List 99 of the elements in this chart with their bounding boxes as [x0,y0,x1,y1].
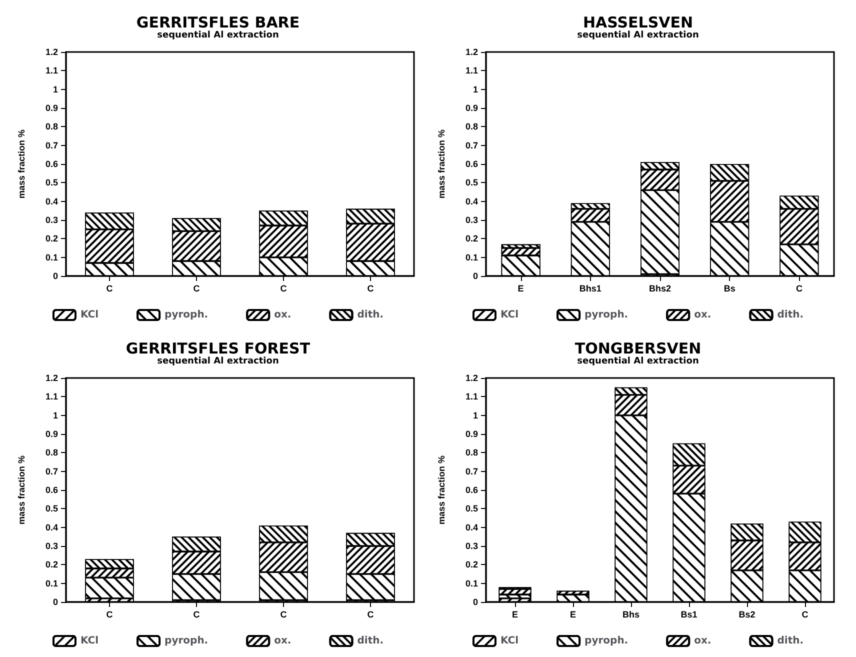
y-tick-label: 0.5 [465,504,478,514]
y-tick-label: 1.1 [465,392,478,402]
x-tick-label: Bs [724,284,736,294]
legend-label: pyroph. [164,310,208,320]
y-tick-label: 0.8 [45,448,58,458]
chart-title: GERRITSFLES FOREST [126,340,311,358]
y-tick-label: 0 [472,597,478,607]
x-tick-label: E [518,284,524,294]
legend-label: dith. [357,636,384,646]
y-tick-label: 0.5 [45,504,58,514]
y-tick-label: 0.6 [465,159,478,169]
x-tick-label: Bhs1 [579,284,602,294]
chart-title: GERRITSFLES BARE [136,14,300,32]
y-tick-label: 0.7 [45,466,58,476]
legend-label: ox. [274,310,292,320]
chart-title: TONGBERSVEN [574,340,702,358]
y-tick-label: 1.1 [45,66,58,76]
y-tick-label: 0.9 [45,103,58,113]
y-tick-label: 0.9 [465,429,478,439]
y-tick-label: 0.3 [45,541,58,551]
y-tick-label: 0.2 [465,560,478,570]
chart-subtitle: sequential Al extraction [157,356,279,366]
legend-label: pyroph. [584,636,628,646]
legend-label: KCl [80,310,99,320]
y-tick-label: 0.1 [465,252,478,262]
y-tick-label: 1 [52,84,58,94]
y-tick-label: 0.3 [465,215,478,225]
y-tick-label: 0.3 [465,541,478,551]
y-tick-label: 0.2 [45,560,58,570]
x-tick-label: Bhs2 [648,284,672,294]
y-tick-label: 0.5 [465,178,478,188]
y-tick-label: 0.2 [45,234,58,244]
y-tick-label: 0.4 [465,196,478,206]
legend-label: KCl [500,636,519,646]
chart-title: HASSELSVEN [582,14,694,32]
y-tick-label: 0.9 [45,429,58,439]
x-tick-label: C [106,610,114,620]
y-tick-label: 0.2 [465,234,478,244]
y-tick-label: 0.9 [465,103,478,113]
legend-label: ox. [694,310,712,320]
y-tick-label: 0.1 [45,578,58,588]
legend-label: dith. [777,636,804,646]
chart-subtitle: sequential Al extraction [577,356,699,366]
y-tick-label: 1 [52,410,58,420]
legend-label: dith. [777,310,804,320]
y-tick-label: 1.2 [45,47,58,57]
y-tick-label: 0.8 [465,122,478,132]
y-tick-label: 0.6 [45,485,58,495]
y-tick-label: 0.1 [45,252,58,262]
x-tick-label: C [367,610,374,620]
y-tick-label: 0.8 [465,448,478,458]
y-tick-label: 1 [472,410,478,420]
legend-label: pyroph. [584,310,628,320]
y-tick-label: 1.2 [45,373,58,383]
legend-label: KCl [500,310,519,320]
x-tick-label: Bs2 [738,610,756,620]
y-tick-label: 0 [52,271,58,281]
y-tick-label: 0.7 [465,466,478,476]
x-tick-label: C [280,610,288,620]
y-axis-title: mass fraction % [436,129,446,199]
y-tick-label: 0.7 [465,140,478,150]
x-tick-label: C [193,284,200,294]
x-tick-label: C [367,284,374,294]
y-axis-title: mass fraction % [436,455,446,525]
x-tick-label: C [106,284,114,294]
x-tick-label: C [280,284,288,294]
x-tick-label: C [802,610,809,620]
y-tick-label: 1 [472,84,478,94]
y-tick-label: 1.1 [465,66,478,76]
legend-label: pyroph. [164,636,208,646]
y-tick-label: 0.6 [45,159,58,169]
x-tick-label: Bhs [622,610,640,620]
y-tick-label: 1.2 [465,47,478,57]
x-tick-label: C [796,284,803,294]
legend-label: KCl [80,636,99,646]
y-tick-label: 0.1 [465,578,478,588]
y-tick-label: 0.4 [45,522,58,532]
y-axis-title: mass fraction % [16,455,26,525]
y-tick-label: 0 [52,597,58,607]
y-tick-label: 0.5 [45,178,58,188]
y-tick-label: 0.6 [465,485,478,495]
y-tick-label: 0.4 [465,522,478,532]
y-tick-label: 0.7 [45,140,58,150]
x-tick-label: E [570,610,576,620]
chart-subtitle: sequential Al extraction [577,30,699,40]
x-tick-label: C [193,610,200,620]
y-tick-label: 1.1 [45,392,58,402]
y-tick-label: 0 [472,271,478,281]
x-tick-label: Bs1 [680,610,698,620]
y-axis-title: mass fraction % [16,129,26,199]
legend-label: dith. [357,310,384,320]
y-tick-label: 0.3 [45,215,58,225]
legend-label: ox. [694,636,712,646]
chart-subtitle: sequential Al extraction [157,30,279,40]
y-tick-label: 0.4 [45,196,58,206]
y-tick-label: 1.2 [465,373,478,383]
y-tick-label: 0.8 [45,122,58,132]
legend-label: ox. [274,636,292,646]
x-tick-label: E [512,610,518,620]
